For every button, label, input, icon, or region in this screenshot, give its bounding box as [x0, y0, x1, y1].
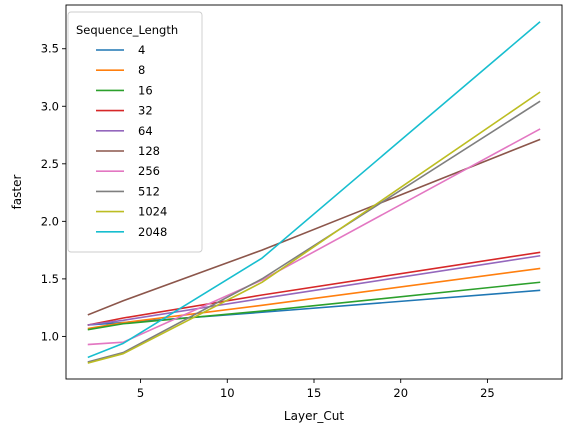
legend-items: 4 8 16 32 64 128 256 512 1024 2048	[96, 43, 167, 239]
series-line-2048	[87, 21, 541, 359]
legend-label-4: 4	[138, 43, 145, 57]
legend-label-512: 512	[138, 184, 160, 198]
legend-label-16: 16	[138, 83, 153, 97]
series-line-64	[87, 254, 541, 326]
legend-label-256: 256	[138, 164, 160, 178]
y-tick-label: 3.0	[41, 99, 59, 113]
x-tick-label: 20	[393, 386, 408, 400]
legend-box	[67, 11, 203, 253]
series-line-1024	[87, 91, 541, 364]
y-tick-label: 1.0	[41, 329, 59, 343]
legend-label-32: 32	[138, 104, 153, 118]
y-axis-label: faster	[10, 175, 24, 210]
legend-title: Sequence_Length	[76, 23, 178, 37]
series-line-32	[87, 251, 541, 326]
x-tick-label: 5	[137, 386, 144, 400]
series-line-8	[87, 267, 541, 330]
series-line-512	[87, 100, 541, 363]
legend: Sequence_Length 4 8 16 32 64 128 256 512 1024 204…	[67, 11, 203, 253]
y-axis-ticks: 1.0 1.5 2.0 2.5 3.0 3.5	[41, 42, 66, 343]
y-tick-label: 2.5	[41, 157, 59, 171]
x-axis-label: Layer_Cut	[284, 409, 344, 423]
y-tick-label: 2.0	[41, 214, 59, 228]
series-lines	[87, 21, 541, 364]
legend-label-2048: 2048	[138, 225, 167, 239]
series-line-128	[87, 138, 541, 316]
x-axis-ticks: 5 10 15 20 25	[137, 379, 495, 400]
legend-label-128: 128	[138, 144, 160, 158]
series-line-256	[87, 128, 541, 346]
legend-label-1024: 1024	[138, 205, 167, 219]
x-tick-label: 15	[307, 386, 322, 400]
legend-label-8: 8	[138, 63, 145, 77]
y-tick-label: 1.5	[41, 272, 59, 286]
x-tick-label: 25	[480, 386, 495, 400]
x-tick-label: 10	[220, 386, 235, 400]
y-tick-label: 3.5	[41, 42, 59, 56]
legend-label-64: 64	[138, 124, 153, 138]
